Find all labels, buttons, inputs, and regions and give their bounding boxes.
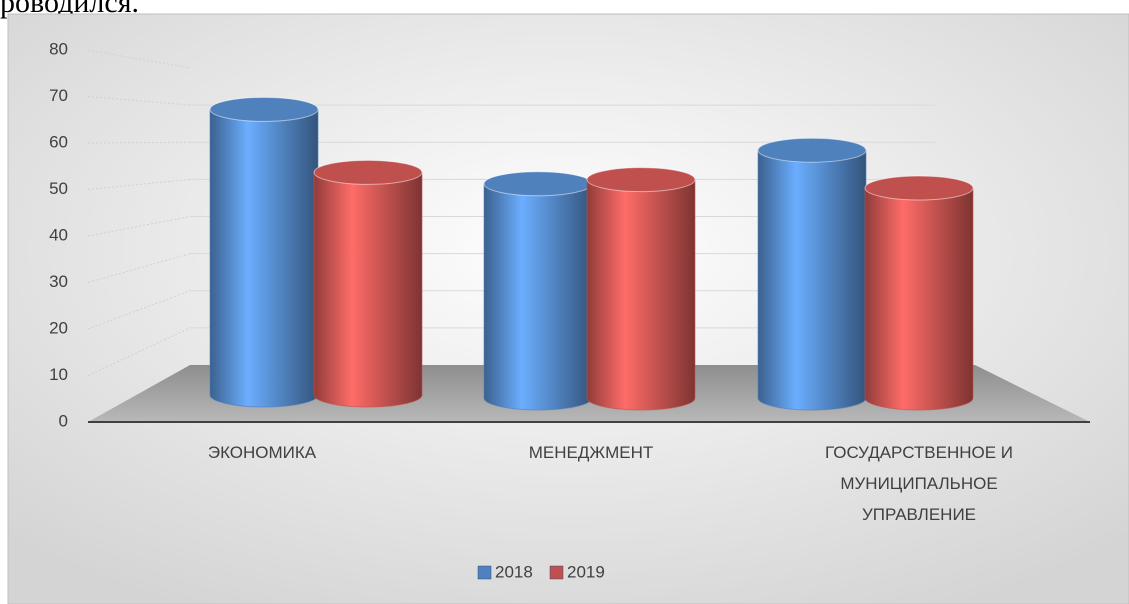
cylinder-top <box>757 137 867 163</box>
grid-line-side <box>87 96 191 106</box>
cylinder-top <box>209 96 319 122</box>
cylinder <box>757 149 867 411</box>
cylinder <box>586 179 696 411</box>
y-tick-label: 20 <box>49 318 68 337</box>
cylinder-top <box>313 159 423 185</box>
legend-label: 2018 <box>495 562 533 581</box>
cylinder <box>209 108 319 408</box>
grid-line-side <box>87 49 191 69</box>
y-tick-label: 30 <box>49 272 68 291</box>
y-tick-label: 60 <box>49 132 68 151</box>
cylinder-top <box>586 167 696 193</box>
grid-line-side <box>87 216 191 237</box>
grid-line-side <box>87 178 191 190</box>
cylinder-top <box>864 175 974 201</box>
legend-swatch <box>549 565 564 580</box>
grid-line-side <box>87 253 191 283</box>
x-tick-label: ЭКОНОМИКА <box>207 443 317 462</box>
y-tick-label: 80 <box>49 39 68 58</box>
grid-line-side <box>87 141 191 144</box>
cylinder-top <box>483 171 593 197</box>
x-tick-label: МЕНЕДЖМЕНТ <box>528 443 654 462</box>
cylinder <box>483 183 593 411</box>
legend-label: 2019 <box>567 562 605 581</box>
cylinder <box>313 171 423 408</box>
y-tick-label: 70 <box>49 86 68 105</box>
y-tick-label: 50 <box>49 179 68 198</box>
y-tick-label: 40 <box>49 225 68 244</box>
cylinder <box>864 187 974 411</box>
legend-swatch <box>477 565 492 580</box>
y-tick-label: 10 <box>49 365 68 384</box>
x-tick-label: ГОСУДАРСТВЕННОЕ И МУНИЦИПАЛЬНОЕ УПРАВЛЕН… <box>824 443 1014 524</box>
y-tick-label: 0 <box>59 411 68 430</box>
grid-line-side <box>87 327 191 376</box>
